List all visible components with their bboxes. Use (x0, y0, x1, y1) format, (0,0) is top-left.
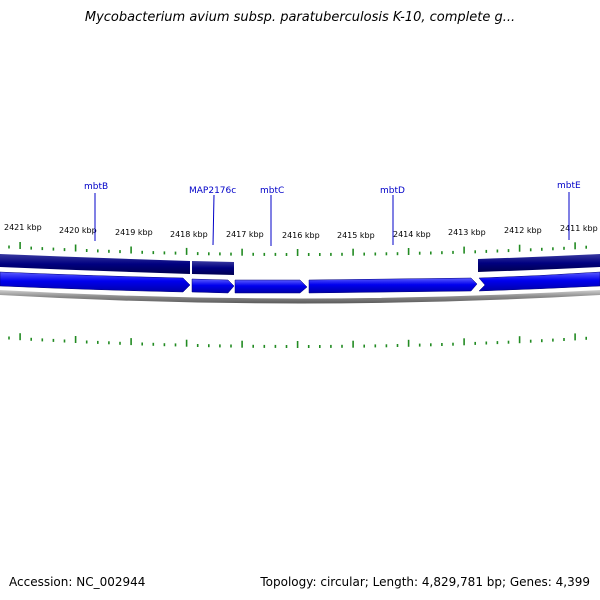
gene-label-MAP2176c[interactable]: MAP2176c (189, 186, 236, 196)
map-title: Mycobacterium avium subsp. paratuberculo… (84, 10, 516, 25)
outer-track-segment[interactable] (478, 254, 600, 272)
gene-arrow-mbtE[interactable] (478, 271, 600, 292)
gene-arrow-mbtD[interactable] (308, 277, 478, 294)
kbp-label: 2417 kbp (226, 230, 264, 239)
kbp-label: 2413 kbp (448, 228, 486, 237)
gene-arrow-mbtC[interactable] (234, 279, 308, 294)
inner-tick-marks (8, 333, 588, 348)
outer-track-segment[interactable] (192, 261, 234, 275)
gene-label-mbtC[interactable]: mbtC (260, 186, 284, 196)
gene-arrow-MAP2176c[interactable] (191, 278, 235, 294)
kbp-label: 2420 kbp (59, 226, 97, 235)
genome-backbone (0, 290, 600, 304)
gene-leader-line (212, 194, 215, 246)
kbp-label: 2412 kbp (504, 226, 542, 235)
kbp-label: 2419 kbp (115, 228, 153, 237)
kbp-label: 2414 kbp (393, 230, 431, 239)
kbp-label: 2416 kbp (282, 231, 320, 240)
gene-label-mbtD[interactable]: mbtD (380, 186, 405, 196)
gene-label-mbtE[interactable]: mbtE (557, 181, 581, 191)
outer-track-segment[interactable] (0, 254, 190, 274)
gene-label-mbtB[interactable]: mbtB (84, 182, 108, 192)
kbp-label: 2421 kbp (4, 223, 42, 232)
kbp-label: 2418 kbp (170, 230, 208, 239)
kbp-label: 2415 kbp (337, 231, 375, 240)
genome-stats: Topology: circular; Length: 4,829,781 bp… (260, 575, 590, 589)
gene-arrow-mbtB[interactable] (0, 271, 191, 293)
outer-tick-marks (8, 242, 588, 256)
accession-label: Accession: NC_002944 (9, 575, 146, 589)
kbp-label: 2411 kbp (560, 224, 598, 233)
